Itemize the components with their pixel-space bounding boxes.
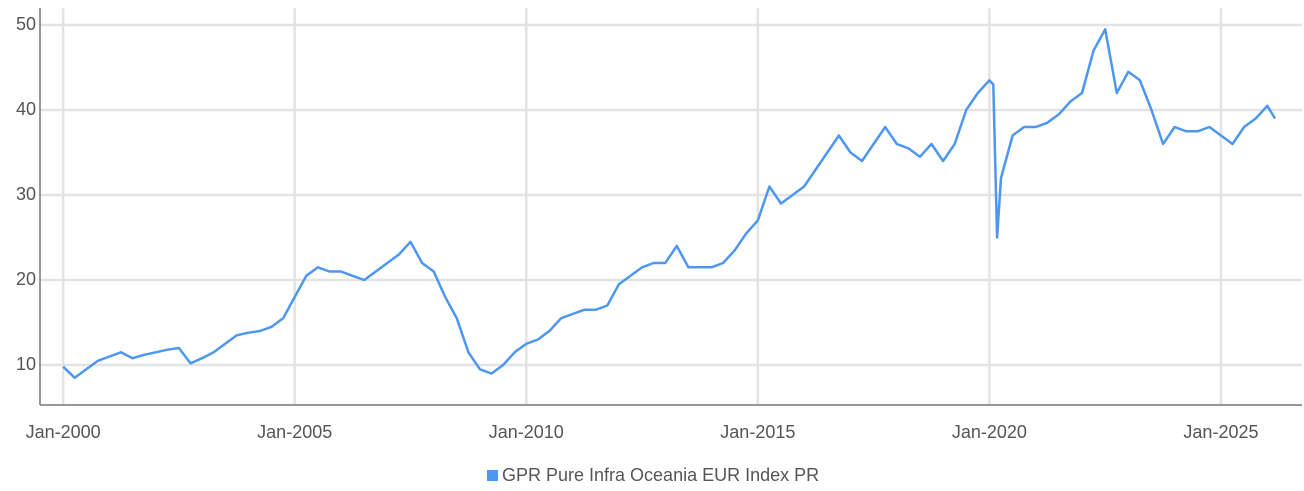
y-tick-label: 20 (16, 269, 36, 289)
legend-label: GPR Pure Infra Oceania EUR Index PR (502, 465, 819, 485)
y-tick-label: 10 (16, 354, 36, 374)
y-tick-label: 50 (16, 14, 36, 34)
x-tick-label: Jan-2015 (720, 422, 795, 442)
x-tick-label: Jan-2000 (26, 422, 101, 442)
x-tick-label: Jan-2010 (489, 422, 564, 442)
x-tick-label: Jan-2005 (257, 422, 332, 442)
y-tick-label: 40 (16, 99, 36, 119)
series-line (62, 28, 1277, 380)
y-tick-label: 30 (16, 184, 36, 204)
legend-swatch (487, 470, 498, 481)
x-tick-label: Jan-2025 (1183, 422, 1258, 442)
x-tick-label: Jan-2020 (952, 422, 1027, 442)
